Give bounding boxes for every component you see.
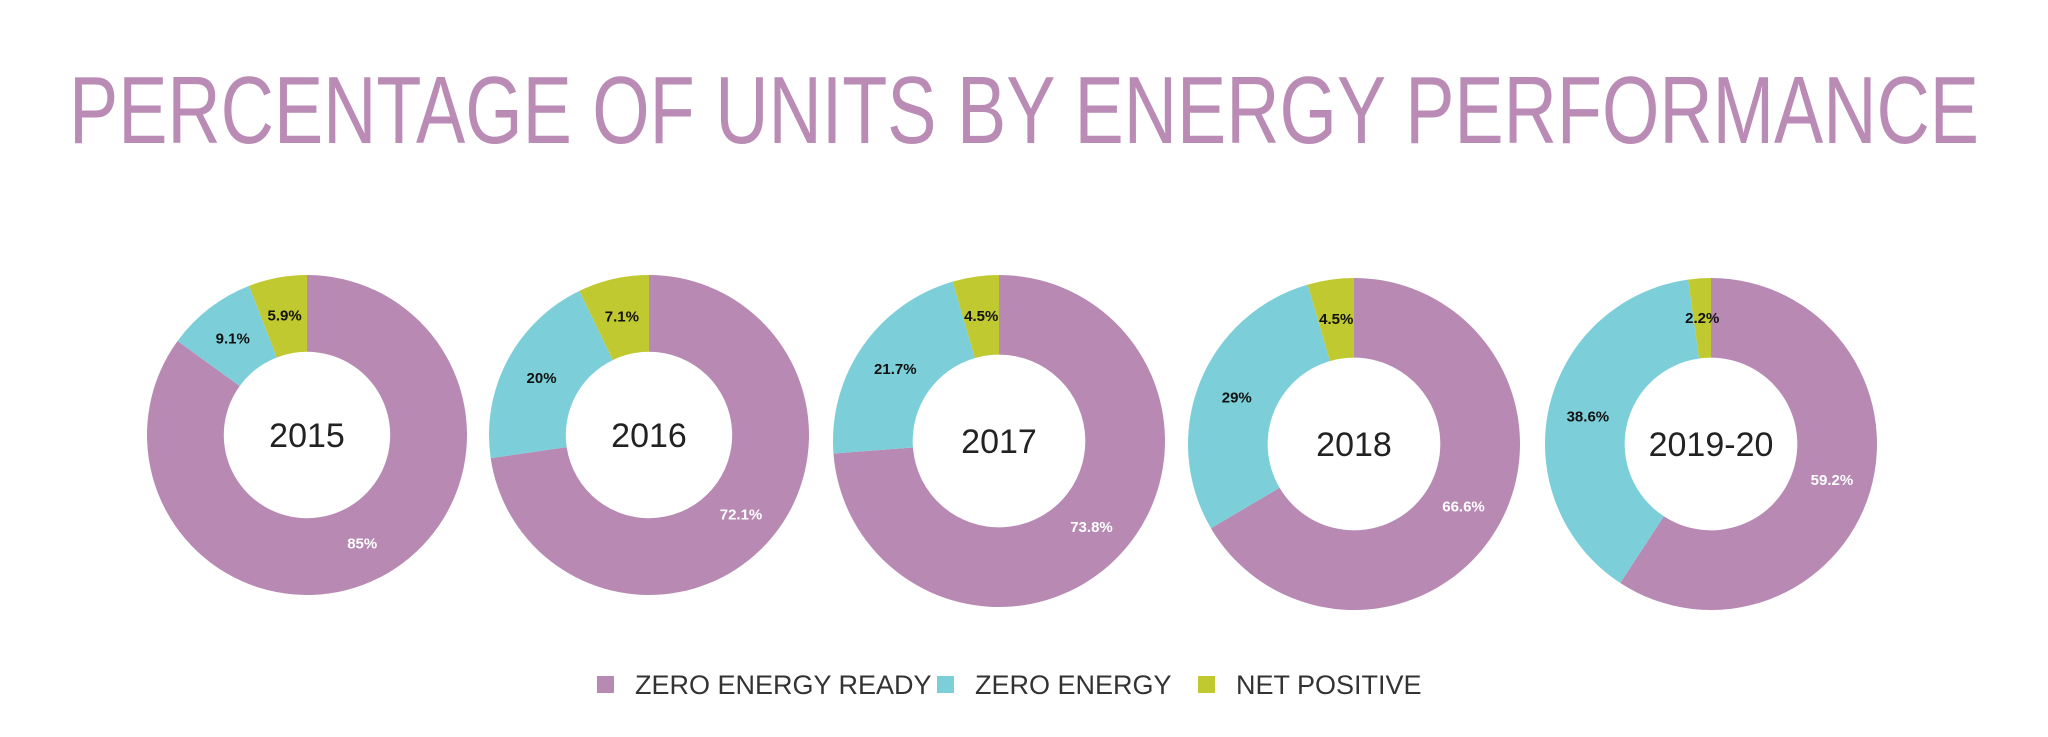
slice-net-positive	[952, 275, 999, 359]
data-label: 4.5%	[1319, 311, 1353, 328]
legend-item: NET POSITIVE	[1198, 670, 1422, 700]
data-label: 72.1%	[720, 506, 763, 523]
data-label: 4.5%	[964, 308, 998, 325]
slice-net-positive	[579, 275, 649, 361]
data-label: 21.7%	[874, 361, 917, 378]
legend-swatch	[1198, 676, 1215, 693]
slice-zero-energy	[1187, 284, 1330, 529]
slice-zero-energy	[833, 281, 975, 454]
slice-net-positive	[1688, 278, 1711, 359]
donut-center-label: 2019-20	[1649, 426, 1774, 464]
donut-2016: 72.1% 20% 7.1% 2016	[489, 275, 810, 595]
donut-center-label: 2016	[611, 417, 687, 455]
data-label: 73.8%	[1070, 519, 1113, 536]
data-label: 2.2%	[1685, 310, 1719, 327]
legend-label: NET POSITIVE	[1236, 670, 1422, 700]
data-label: 85%	[347, 535, 377, 552]
legend-label: ZERO ENERGY	[975, 670, 1172, 700]
slice-zero-energy-ready	[833, 275, 1165, 607]
legend-label: ZERO ENERGY READY	[635, 670, 932, 700]
legend-swatch	[597, 676, 614, 693]
slice-zero-energy-ready	[1620, 278, 1877, 610]
data-label: 38.6%	[1567, 408, 1610, 425]
legend: ZERO ENERGY READY ZERO ENERGY NET POSITIVE	[597, 670, 1422, 700]
legend-item: ZERO ENERGY	[937, 670, 1172, 700]
data-label: 5.9%	[267, 307, 301, 324]
slice-zero-energy	[1545, 279, 1700, 584]
data-label: 9.1%	[216, 331, 250, 348]
donut-2017: 73.8% 21.7% 4.5% 2017	[833, 275, 1165, 607]
donut-2018: 66.6% 29% 4.5% 2018	[1187, 278, 1520, 610]
slice-zero-energy	[177, 285, 277, 387]
slice-zero-energy	[489, 290, 613, 459]
donut-center-label: 2017	[961, 423, 1037, 461]
data-label: 59.2%	[1811, 472, 1854, 489]
data-label: 66.6%	[1442, 499, 1485, 516]
data-label: 20%	[527, 370, 557, 387]
data-label: 7.1%	[605, 308, 639, 325]
legend-item: ZERO ENERGY READY	[597, 670, 932, 700]
slice-net-positive	[249, 275, 307, 358]
data-label: 29%	[1222, 389, 1252, 406]
donuts: 85% 9.1% 5.9% 2015 72.1% 20% 7.1% 2016 73.8% 21.7…	[146, 275, 1877, 610]
slice-zero-energy-ready	[490, 275, 810, 595]
chart-title: PERCENTAGE OF UNITS BY ENERGY PERFORMANC…	[69, 57, 1979, 164]
donut-2019-20: 59.2% 38.6% 2.2% 2019-20	[1545, 278, 1877, 610]
slice-zero-energy-ready	[1210, 278, 1520, 610]
donut-2015: 85% 9.1% 5.9% 2015	[146, 275, 467, 595]
donut-center-label: 2018	[1316, 426, 1392, 464]
donut-center-label: 2015	[269, 417, 345, 455]
slice-net-positive	[1307, 278, 1354, 362]
slice-zero-energy-ready	[146, 275, 467, 595]
legend-swatch	[937, 676, 954, 693]
